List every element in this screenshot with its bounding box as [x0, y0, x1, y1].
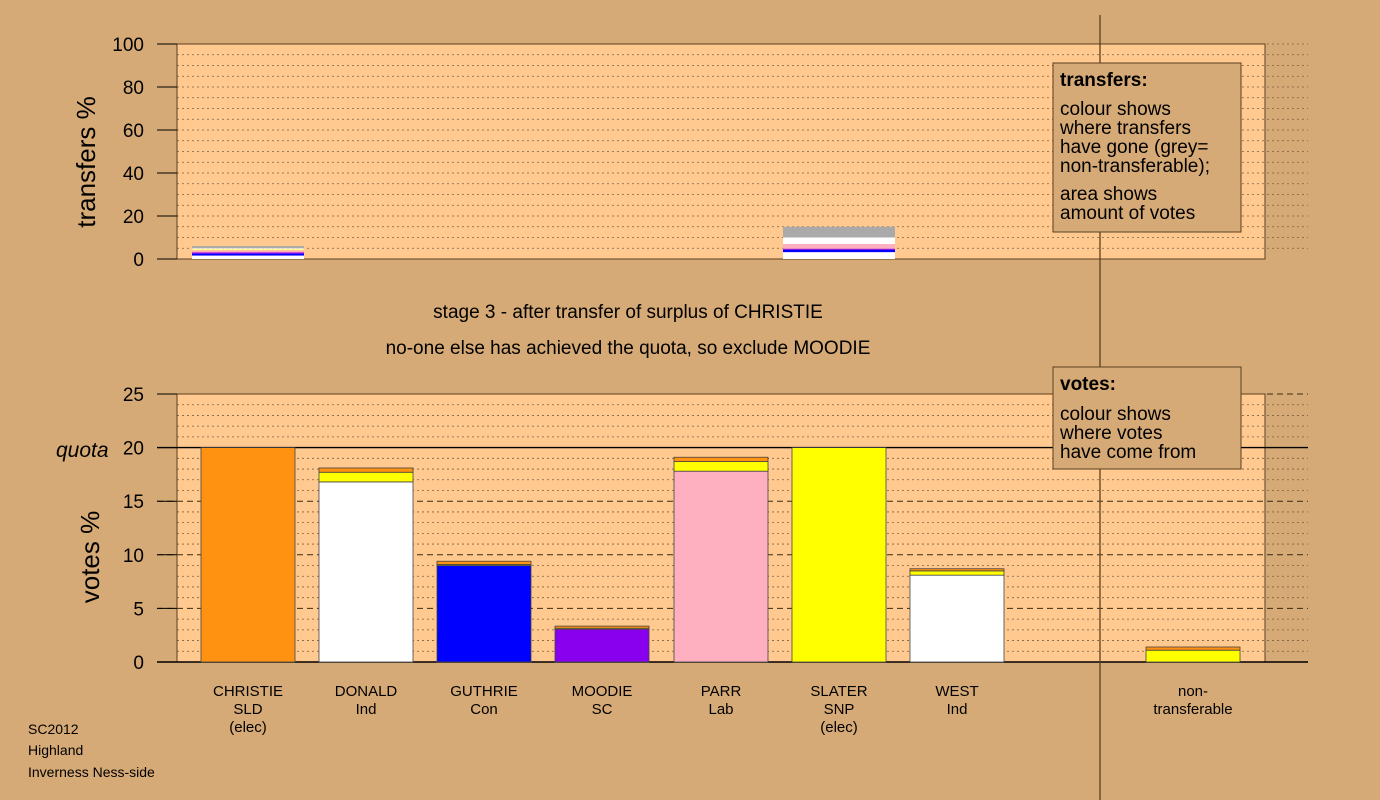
bottom-bar-segment — [673, 470, 769, 663]
candidate-label: SNP — [824, 701, 855, 718]
quota-label: quota — [56, 439, 109, 462]
candidate-label: Lab — [708, 701, 733, 718]
top-bar-segment — [783, 243, 895, 249]
stage-line-2: no-one else has achieved the quota, so e… — [386, 338, 871, 359]
bottom-bar-segment — [436, 560, 532, 565]
bottom-ytick-label: 5 — [133, 599, 144, 620]
bottom-bar-segment — [318, 471, 414, 483]
bottom-bar-segment — [673, 461, 769, 472]
candidate-label: SLD — [233, 701, 262, 718]
transfers-legend-line: amount of votes — [1060, 203, 1195, 224]
transfers-legend-line: non-transferable); — [1060, 156, 1210, 177]
bottom-bar-segment — [1145, 646, 1241, 651]
bottom-bar-segment — [436, 565, 532, 663]
transfers-legend-line: have gone (grey= — [1060, 137, 1208, 158]
stage-line-1: stage 3 - after transfer of surplus of C… — [433, 302, 823, 323]
transfers-legend-line: where transfers — [1059, 118, 1191, 139]
candidate-label: PARR — [701, 683, 742, 700]
candidate-label: GUTHRIE — [450, 683, 518, 700]
bottom-bar-segment — [791, 447, 887, 663]
bottom-bar-segment — [909, 568, 1005, 572]
candidate-label: MOODIE — [572, 683, 633, 700]
votes-legend-line: where votes — [1059, 423, 1162, 444]
top-bar-segment — [192, 253, 304, 256]
top-bar-segment — [192, 249, 304, 251]
bottom-bar-segment — [909, 570, 1005, 576]
top-ytick-label: 100 — [112, 35, 144, 56]
top-bar-segment — [783, 226, 895, 238]
top-ytick-label: 40 — [123, 164, 144, 185]
top-bar-segment — [783, 237, 895, 244]
footer-line-2: Highland — [28, 742, 83, 758]
transfers-legend-line: colour shows — [1060, 99, 1171, 120]
transfers-legend-line: area shows — [1060, 184, 1157, 205]
bottom-bar-segment — [554, 628, 650, 663]
transfers-legend: transfers: colour shows where transfers … — [1052, 62, 1242, 233]
votes-legend-title: votes: — [1060, 374, 1116, 395]
candidate-label: (elec) — [820, 719, 858, 736]
bottom-ytick-label: 0 — [133, 653, 144, 674]
bottom-bar-segment — [673, 456, 769, 462]
top-bar-segment — [783, 249, 895, 253]
top-bar-segment — [783, 248, 895, 250]
top-bar-segment — [192, 252, 304, 254]
top-ytick-label: 20 — [123, 207, 144, 228]
top-ytick-label: 80 — [123, 78, 144, 99]
top-ylabel: transfers % — [71, 96, 101, 228]
candidate-label: non- — [1178, 683, 1208, 700]
bottom-ytick-label: 15 — [123, 492, 144, 513]
candidate-label: transferable — [1153, 701, 1232, 718]
top-plot-frame — [176, 43, 1266, 260]
transfers-legend-title: transfers: — [1060, 70, 1148, 91]
top-bar-segment — [783, 252, 895, 259]
candidate-label: Con — [470, 701, 498, 718]
votes-legend-line: have come from — [1060, 442, 1196, 463]
candidate-label: CHRISTIE — [213, 683, 283, 700]
top-ytick-label: 0 — [133, 250, 144, 271]
candidate-label: (elec) — [229, 719, 267, 736]
candidate-label: SC — [592, 701, 613, 718]
candidate-label: SLATER — [810, 683, 867, 700]
candidate-label: Ind — [356, 701, 377, 718]
footer-line-1: SC2012 — [28, 721, 79, 737]
top-bar-segment — [192, 250, 304, 253]
bottom-bar-segment — [200, 447, 296, 663]
bottom-bar-segment — [1145, 649, 1241, 663]
top-bar-segment — [192, 246, 304, 249]
top-ytick-label: 60 — [123, 121, 144, 142]
bottom-bar-segment — [909, 574, 1005, 663]
bottom-bar-segment — [554, 625, 650, 629]
bottom-ytick-label: 10 — [123, 546, 144, 567]
bottom-ytick-label: 20 — [123, 439, 144, 460]
bottom-ylabel: votes % — [75, 511, 105, 604]
bottom-bar-segment — [318, 481, 414, 663]
candidate-label: Ind — [947, 701, 968, 718]
footer-line-3: Inverness Ness-side — [28, 764, 155, 780]
bottom-bar-segment — [318, 467, 414, 473]
candidate-label: DONALD — [335, 683, 398, 700]
votes-legend: votes: colour shows where votes have com… — [1052, 366, 1242, 470]
votes-legend-line: colour shows — [1060, 404, 1171, 425]
top-bar-segment — [192, 255, 304, 259]
bottom-ytick-label: 25 — [123, 385, 144, 406]
candidate-label: WEST — [935, 683, 978, 700]
top-bar-segment — [192, 248, 304, 250]
